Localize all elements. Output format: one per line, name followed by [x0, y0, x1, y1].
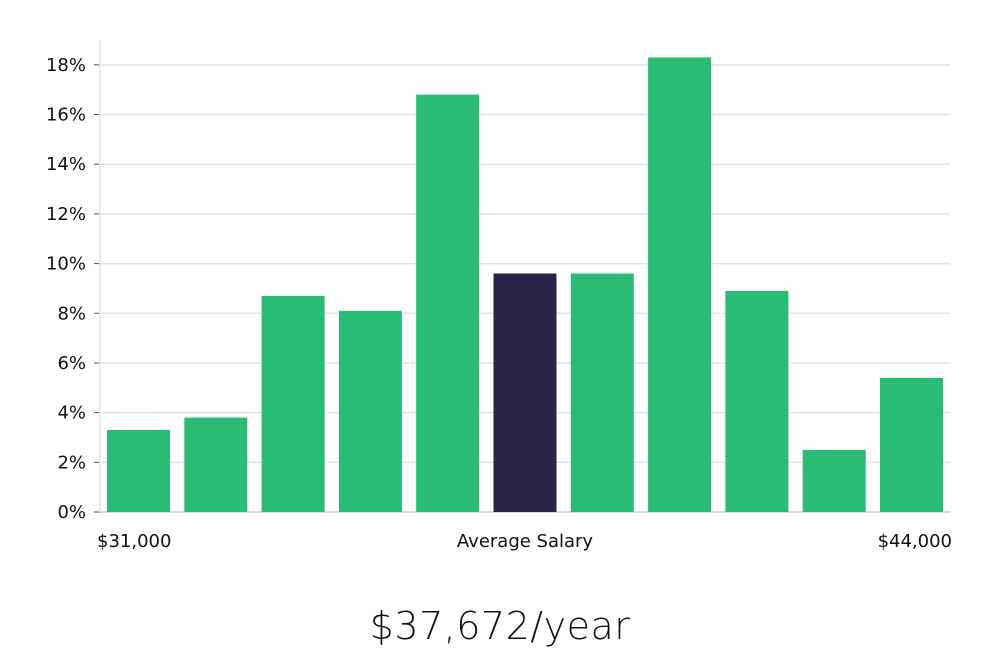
bar: [880, 377, 943, 512]
x-label-min: $31,000: [97, 531, 171, 552]
bar: [802, 449, 866, 512]
bar: [416, 94, 480, 512]
y-tick-label: 6%: [57, 353, 86, 374]
x-label-max: $44,000: [878, 531, 952, 552]
bar: [570, 273, 634, 512]
y-tick-label: 2%: [57, 452, 86, 473]
bar: [338, 310, 402, 512]
bar: [107, 430, 170, 512]
average-salary-value: $37,672/year: [369, 604, 631, 648]
bar: [648, 57, 712, 513]
y-tick-label: 14%: [46, 154, 86, 175]
chart-svg: 0% 2% 4% 6% 8% 10% 12% 14% 16% 18% $31,000 Averag…: [46, 40, 952, 552]
y-tick-label: 8%: [57, 303, 86, 324]
bars: [107, 57, 943, 513]
y-tick-label: 16%: [46, 105, 86, 126]
bar: [261, 295, 325, 512]
y-axis-ticks: 0% 2% 4% 6% 8% 10% 12% 14% 16% 18%: [46, 55, 100, 523]
x-label-average: Average Salary: [457, 531, 594, 552]
y-tick-label: 18%: [46, 55, 86, 76]
y-tick-label: 12%: [46, 204, 86, 225]
bar: [184, 417, 248, 512]
y-tick-label: 4%: [57, 403, 86, 424]
bar: [725, 290, 789, 512]
y-tick-label: 10%: [46, 254, 86, 275]
bar-highlighted: [493, 273, 557, 512]
y-tick-label: 0%: [57, 502, 86, 523]
salary-histogram: 0% 2% 4% 6% 8% 10% 12% 14% 16% 18% $31,000 Averag…: [46, 40, 952, 552]
